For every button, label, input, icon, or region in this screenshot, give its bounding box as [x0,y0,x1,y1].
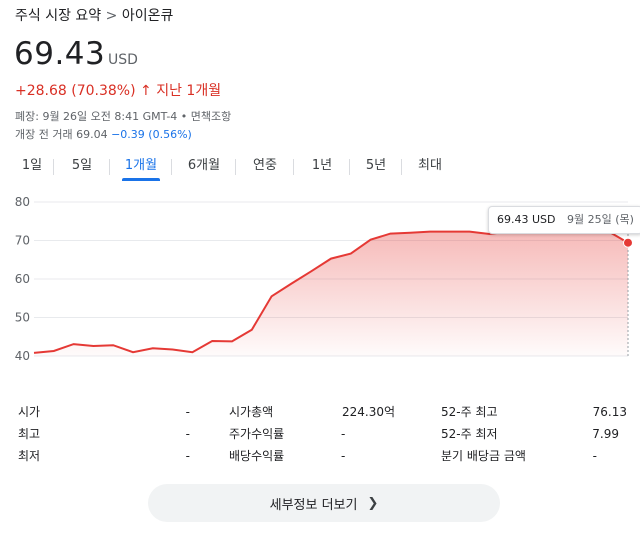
stat-label: 52-주 최저 [441,427,498,441]
chart-tooltip: 69.43 USD 9월 25일 (목) [488,206,640,234]
arrow-up-icon: ↑ [140,83,152,99]
chart-end-point [623,237,633,248]
change-period: 지난 1개월 [156,83,222,99]
stat-value: - [592,449,597,463]
tab-1m[interactable]: 1개월 [110,155,172,181]
y-tick-label: 50 [15,311,30,325]
stat-value: 76.13 [592,405,627,419]
tab-max[interactable]: 최대 [418,158,442,173]
stat-label: 분기 배당금 금액 [441,449,526,463]
stat-row: 주가수익률 - [229,424,395,444]
stat-value: - [185,427,190,441]
premarket-change: −0.39 (0.56%) [111,128,192,141]
breadcrumb: 주식 시장 요약 > 아이온큐 [15,5,173,25]
stat-value: 224.30억 [341,405,395,419]
y-tick-label: 40 [15,349,30,363]
stat-label: 최저 [18,449,41,463]
stat-row: 분기 배당금 금액 - [441,446,627,466]
stat-value: - [341,449,346,463]
stat-label: 시가총액 [229,405,274,419]
tab-ytd[interactable]: 연중 [236,155,294,181]
premarket-info: 개장 전 거래 69.04 −0.39 (0.56%) [15,126,192,142]
stat-value: - [185,449,190,463]
tooltip-date: 9월 25일 (목) [567,213,634,226]
tab-5d[interactable]: 5일 [54,155,110,181]
tab-1y[interactable]: 1년 [294,155,350,181]
premarket-label: 개장 전 거래 69.04 [15,128,108,141]
y-tick-label: 80 [15,195,30,209]
more-details-label: 세부정보 더보기 [269,497,358,513]
breadcrumb-parent[interactable]: 주식 시장 요약 [15,8,102,24]
breadcrumb-separator: > [105,8,118,24]
stat-label: 시가 [18,405,41,419]
y-tick-label: 70 [15,234,30,248]
change-value: +28.68 (70.38%) [15,83,136,99]
currency-label: USD [108,52,138,68]
stat-value: 7.99 [592,427,619,441]
close-info: 폐장: 9월 26일 오전 8:41 GMT-4 • 면책조항 [15,110,232,123]
stat-label: 주가수익률 [229,427,285,441]
chevron-right-icon: ❯ [367,495,379,511]
stat-row: 시가 - [18,402,190,422]
stat-row: 시가총액 224.30억 [229,402,395,422]
tab-1d[interactable]: 1일 [10,155,54,181]
active-tab-underline [122,178,160,181]
stat-value: - [185,405,190,419]
stat-row: 52-주 최고 76.13 [441,402,627,422]
stat-row: 배당수익률 - [229,446,395,466]
tab-5y[interactable]: 5년 [350,155,402,181]
stat-row: 52-주 최저 7.99 [441,424,627,444]
tooltip-price: 69.43 USD [497,213,556,226]
chart-area-fill [34,230,628,356]
stat-label: 배당수익률 [229,449,285,463]
current-price: 69.43 [14,36,106,72]
stat-label: 최고 [18,427,41,441]
stat-label: 52-주 최고 [441,405,498,419]
stat-row: 최저 - [18,446,190,466]
more-details-button[interactable]: 세부정보 더보기 ❯ [148,484,500,522]
stat-row: 최고 - [18,424,190,444]
price-change: +28.68 (70.38%) ↑ 지난 1개월 [15,80,221,100]
breadcrumb-current: 아이온큐 [121,8,174,24]
stat-value: - [341,427,346,441]
tab-6m[interactable]: 6개월 [172,155,236,181]
range-tabs: 1일 5일 1개월 6개월 연중 1년 5년 최대 [10,155,458,183]
y-tick-label: 60 [15,272,30,286]
